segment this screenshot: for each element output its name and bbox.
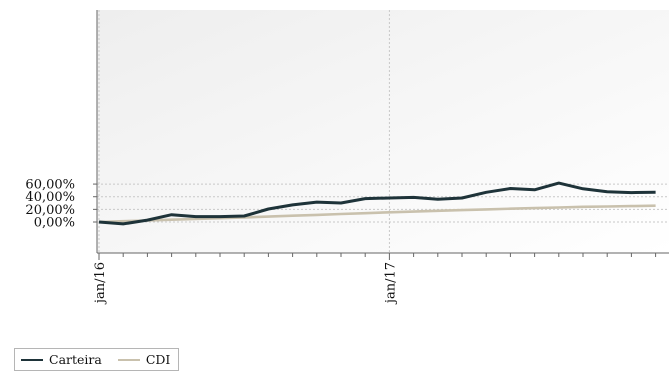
legend-label-carteira: Carteira xyxy=(49,352,102,367)
series-line-carteira xyxy=(98,181,656,226)
legend-swatch-cdi xyxy=(117,358,140,361)
y-tick-label: 20,00% xyxy=(25,203,75,218)
y-tick-labels: 0,00%20,00%40,00%60,00% xyxy=(25,178,75,231)
legend: Carteira CDI xyxy=(14,348,180,371)
x-tick-label: jan/17 xyxy=(383,262,398,305)
series-group xyxy=(98,181,656,226)
series-line-cdi xyxy=(98,204,656,224)
y-tick-label: 60,00% xyxy=(25,178,75,193)
legend-label-cdi: CDI xyxy=(145,352,171,367)
axes xyxy=(93,10,669,260)
legend-swatch-carteira xyxy=(21,358,43,361)
x-tick-label: jan/16 xyxy=(93,262,108,305)
legend-item-cdi[interactable]: CDI xyxy=(117,352,171,367)
y-tick-label: 0,00% xyxy=(34,216,75,231)
legend-item-carteira[interactable]: Carteira xyxy=(21,352,102,367)
y-tick-label: 40,00% xyxy=(25,190,75,205)
x-tick-labels: jan/16 jan/17 xyxy=(93,262,398,305)
